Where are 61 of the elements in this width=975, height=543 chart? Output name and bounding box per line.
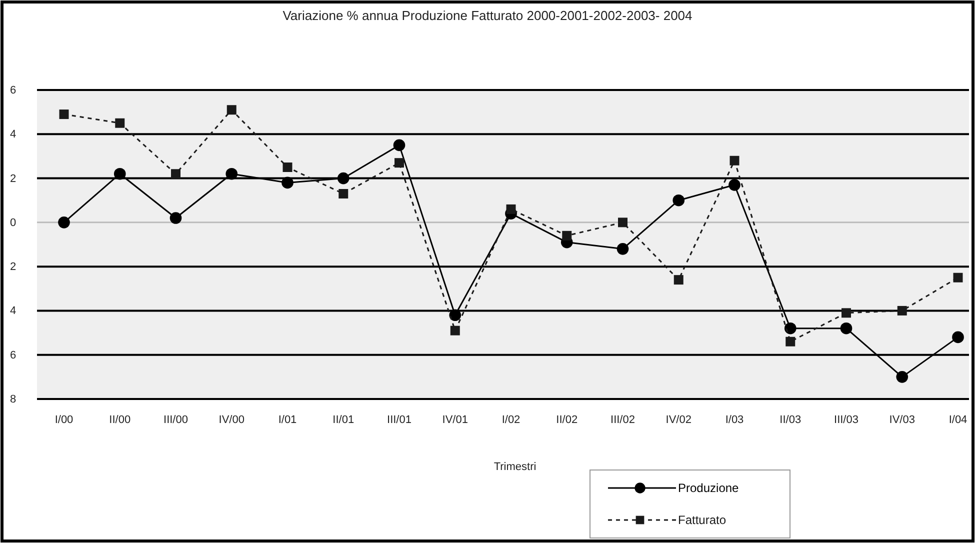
x-tick-label: IV/02 [666,414,692,426]
point [114,168,126,180]
point [170,212,182,224]
point [226,105,236,115]
point [896,371,908,383]
point [506,204,516,214]
y-tick-label: 4 [10,305,16,318]
point [338,188,348,198]
point [58,216,70,228]
point [394,158,404,168]
x-tick-label: II/03 [780,414,802,426]
chart-title: Variazione % annua Produzione Fatturato 2000-2001-2002-2003- 2004 [282,8,692,23]
point [840,322,852,334]
point [897,306,907,316]
x-tick-label: I/02 [502,414,520,426]
point [449,309,462,322]
point [393,139,406,152]
x-tick-label: I/01 [278,414,297,426]
y-tick-label: 2 [10,172,16,185]
x-tick-label: I/04 [948,414,968,426]
x-tick-label: IV/00 [218,414,244,426]
x-tick-label: IV/03 [889,414,915,426]
point [730,156,740,166]
point [616,243,629,255]
point [784,322,796,334]
y-tick-label: 6 [10,84,16,97]
y-tick-label: 4 [10,128,16,141]
point [337,172,350,184]
x-tick-label: II/00 [109,414,131,426]
point [450,326,460,336]
x-tick-label: III/01 [387,414,412,426]
point [171,169,180,179]
text: Produzione [678,481,740,495]
point [672,194,685,206]
x-tick-label: III/03 [834,414,858,426]
x-tick-label: III/00 [164,414,188,426]
point [953,272,963,282]
point [59,110,69,120]
point [842,308,851,318]
x-tick-label: I/03 [725,414,744,426]
point [115,118,125,128]
x-tick-label: II/02 [556,414,578,426]
point [728,179,740,191]
point [562,230,572,240]
x-tick-label: III/02 [610,414,635,426]
point [952,331,964,344]
x-axis-title: Trimestri [494,461,536,473]
point [282,176,294,189]
point [674,275,684,285]
point [226,168,238,180]
point [618,218,628,228]
point [786,336,796,346]
y-tick-label: 0 [10,216,16,229]
y-tick-label: 6 [10,349,16,362]
text: Fatturato [678,513,726,527]
x-tick-label: II/01 [332,414,354,426]
y-tick-label: 2 [10,261,16,274]
y-tick-label: 8 [10,394,16,406]
point [282,162,292,172]
x-tick-label: IV/01 [442,414,468,426]
x-tick-label: I/00 [54,414,74,426]
